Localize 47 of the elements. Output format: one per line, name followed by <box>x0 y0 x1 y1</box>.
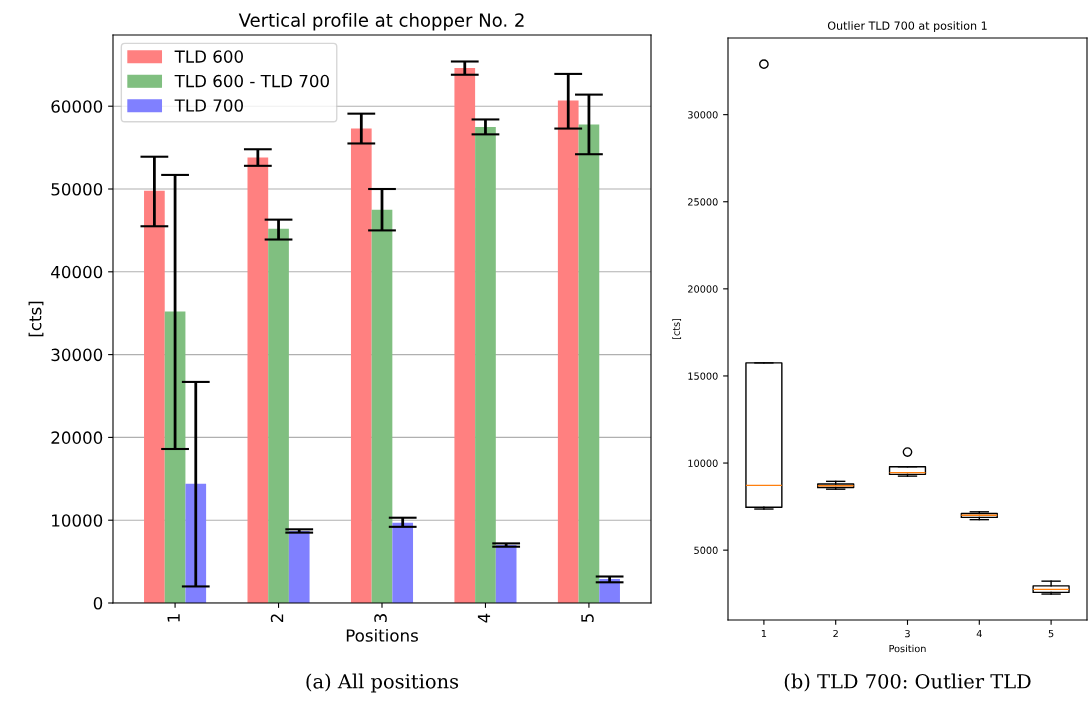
x-tick-label: 2 <box>833 629 838 638</box>
y-tick-label: 5000 <box>694 546 718 554</box>
x-tick-label: 4 <box>976 630 982 638</box>
x-tick-label: 2 <box>270 614 284 623</box>
bar <box>557 100 579 603</box>
x-axis-title: Positions <box>346 628 418 642</box>
bar <box>371 209 393 603</box>
legend-label: TLD 700 <box>174 99 243 112</box>
bar <box>475 126 496 603</box>
y-tick-label: 25000 <box>688 198 718 206</box>
y-axis-title: [cts] <box>672 318 682 340</box>
x-tick-label: 5 <box>1048 630 1054 638</box>
chart-title: Vertical profile at chopper No. 2 <box>238 12 524 31</box>
y-tick-label: 10000 <box>688 459 718 467</box>
y-tick-label: 10000 <box>52 514 103 527</box>
text: (a) All positions <box>306 673 459 693</box>
chart-title: Outlier TLD 700 at position 1 <box>827 21 987 32</box>
y-axis-title: [cts] <box>28 301 44 337</box>
bar <box>454 68 476 603</box>
y-tick-label: 30000 <box>688 111 718 119</box>
y-tick-label: 0 <box>93 596 103 610</box>
legend-label: TLD 600 <box>174 50 243 63</box>
bar <box>247 157 269 603</box>
y-tick-label: 15000 <box>688 372 718 380</box>
bar <box>268 228 289 603</box>
bar <box>144 190 165 603</box>
bar <box>288 530 310 603</box>
y-tick-label: 60000 <box>51 100 103 113</box>
y-tick-label: 20000 <box>688 285 718 293</box>
bar <box>164 311 186 603</box>
y-tick-label: 30000 <box>51 348 103 362</box>
x-tick-label: 1 <box>167 614 180 622</box>
text: (b) TLD 700: Outlier TLD <box>784 673 1031 692</box>
bar <box>578 124 600 603</box>
x-axis-title: Position <box>889 644 926 653</box>
x-tick-label: 1 <box>761 630 767 638</box>
x-tick-label: 4 <box>477 613 491 623</box>
x-tick-label: 3 <box>905 629 910 638</box>
y-tick-label: 50000 <box>51 182 103 196</box>
x-tick-label: 3 <box>374 614 387 623</box>
y-tick-label: 40000 <box>51 265 103 279</box>
bar <box>392 522 414 603</box>
bar <box>495 545 517 603</box>
bar <box>350 128 372 603</box>
legend-label: TLD 600 - TLD 700 <box>174 74 329 88</box>
y-tick-label: 20000 <box>51 431 103 444</box>
x-tick-label: 5 <box>581 614 594 623</box>
